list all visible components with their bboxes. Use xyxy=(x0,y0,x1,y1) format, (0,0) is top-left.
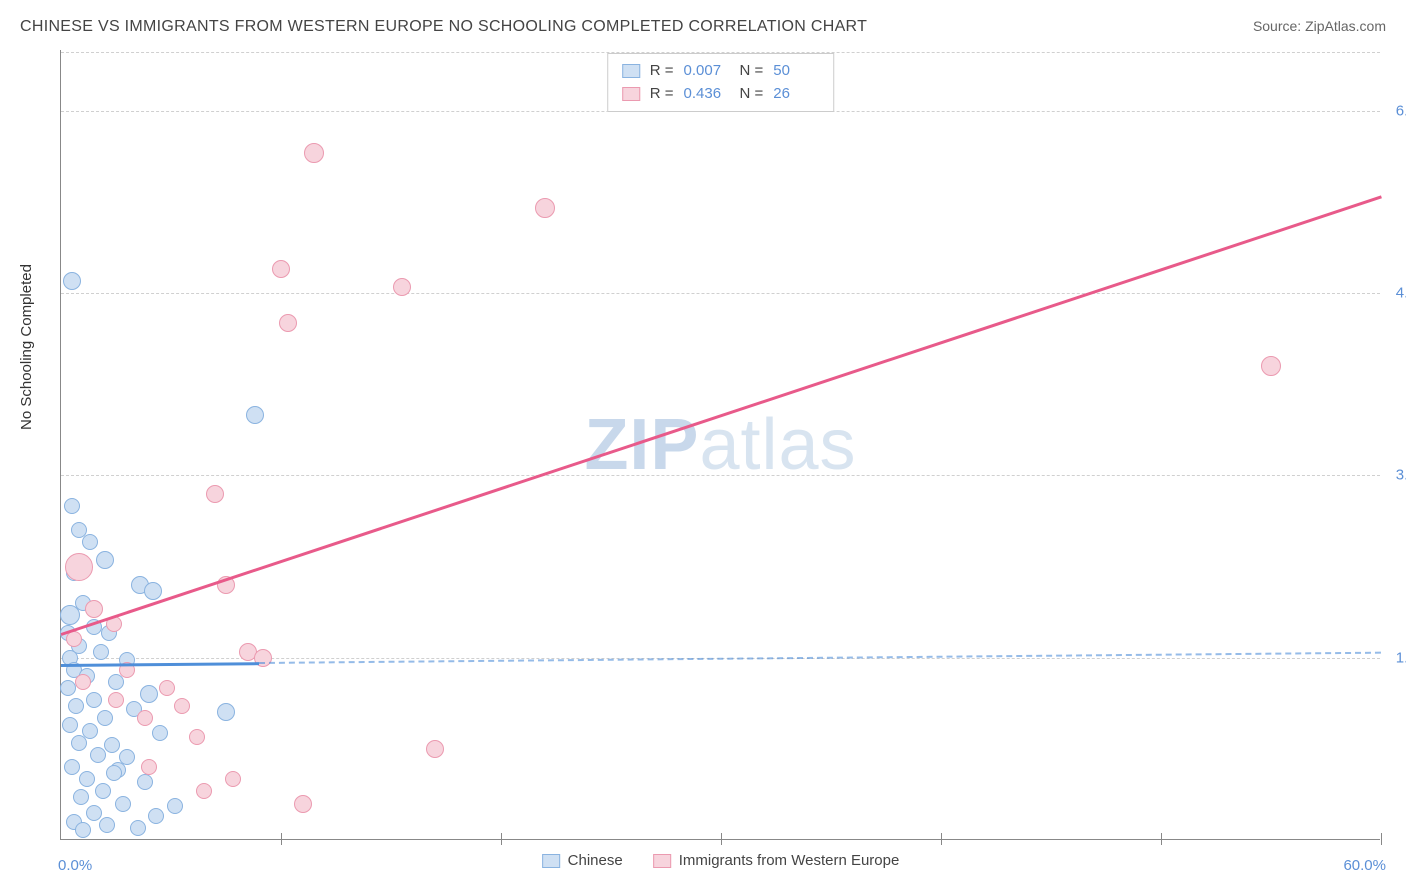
data-point xyxy=(71,735,87,751)
x-origin-label: 0.0% xyxy=(58,857,92,874)
data-point xyxy=(62,717,78,733)
data-point xyxy=(86,805,102,821)
stats-R-label: R = xyxy=(650,83,674,106)
data-point xyxy=(115,796,131,812)
data-point xyxy=(167,798,183,814)
y-tick-label: 1.5% xyxy=(1396,649,1406,666)
data-point xyxy=(93,644,109,660)
data-point xyxy=(73,789,89,805)
chart-source: Source: ZipAtlas.com xyxy=(1253,18,1386,34)
y-axis-label: No Schooling Completed xyxy=(18,264,35,430)
data-point xyxy=(272,260,290,278)
data-point xyxy=(217,703,235,721)
x-tick xyxy=(941,833,942,845)
data-point xyxy=(196,783,212,799)
data-point xyxy=(86,692,102,708)
data-point xyxy=(140,685,158,703)
stats-R-label: R = xyxy=(650,60,674,83)
series-legend: Chinese Immigrants from Western Europe xyxy=(542,852,900,869)
x-tick xyxy=(1161,833,1162,845)
data-point xyxy=(106,765,122,781)
data-point xyxy=(130,820,146,836)
data-point xyxy=(137,710,153,726)
stats-N-value: 50 xyxy=(773,60,819,83)
data-point xyxy=(104,737,120,753)
gridline xyxy=(61,475,1380,476)
legend-swatch xyxy=(542,854,560,868)
data-point xyxy=(225,771,241,787)
chart-header: CHINESE VS IMMIGRANTS FROM WESTERN EUROP… xyxy=(20,18,1386,36)
data-point xyxy=(206,485,224,503)
data-point xyxy=(304,143,324,163)
x-tick xyxy=(281,833,282,845)
data-point xyxy=(189,729,205,745)
legend-label: Immigrants from Western Europe xyxy=(679,852,900,869)
data-point xyxy=(75,822,91,838)
data-point xyxy=(152,725,168,741)
data-point xyxy=(148,808,164,824)
data-point xyxy=(63,272,81,290)
data-point xyxy=(85,600,103,618)
data-point xyxy=(95,783,111,799)
stats-legend-row: R = 0.436 N = 26 xyxy=(622,83,820,106)
legend-swatch xyxy=(653,854,671,868)
data-point xyxy=(294,795,312,813)
y-tick-label: 3.0% xyxy=(1396,467,1406,484)
data-point xyxy=(426,740,444,758)
data-point xyxy=(393,278,411,296)
x-tick xyxy=(721,833,722,845)
data-point xyxy=(96,551,114,569)
data-point xyxy=(75,674,91,690)
data-point xyxy=(90,747,106,763)
chart-plot-area: ZIPatlas 1.5%3.0%4.5%6.0% R =0.007N =50R… xyxy=(60,50,1380,840)
stats-legend-box: R = 0.007 N = 50 R = 0.436 N = 26 xyxy=(607,53,835,112)
regression-line-solid xyxy=(61,662,259,666)
data-point xyxy=(68,698,84,714)
stats-N-label: N = xyxy=(740,60,764,83)
legend-swatch xyxy=(622,87,640,101)
stats-N-label: N = xyxy=(740,83,764,106)
legend-label: Chinese xyxy=(568,852,623,869)
stats-R-value: 0.007 xyxy=(684,60,730,83)
data-point xyxy=(82,534,98,550)
y-tick-label: 6.0% xyxy=(1396,102,1406,119)
data-point xyxy=(97,710,113,726)
data-point xyxy=(60,605,80,625)
chart-title: CHINESE VS IMMIGRANTS FROM WESTERN EUROP… xyxy=(20,18,867,36)
stats-R-value: 0.436 xyxy=(684,83,730,106)
legend-item: Chinese xyxy=(542,852,623,869)
data-point xyxy=(246,406,264,424)
gridline xyxy=(61,293,1380,294)
data-point xyxy=(79,771,95,787)
data-point xyxy=(141,759,157,775)
stats-N-value: 26 xyxy=(773,83,819,106)
y-tick-label: 4.5% xyxy=(1396,285,1406,302)
data-point xyxy=(64,498,80,514)
data-point xyxy=(144,582,162,600)
x-tick xyxy=(501,833,502,845)
data-point xyxy=(535,198,555,218)
data-point xyxy=(174,698,190,714)
data-point xyxy=(108,692,124,708)
data-point xyxy=(64,759,80,775)
data-point xyxy=(137,774,153,790)
x-tick xyxy=(1381,833,1382,845)
data-point xyxy=(99,817,115,833)
data-point xyxy=(60,680,76,696)
stats-legend-row: R = 0.007 N = 50 xyxy=(622,60,820,83)
legend-swatch xyxy=(622,64,640,78)
x-max-label: 60.0% xyxy=(1343,857,1386,874)
legend-item: Immigrants from Western Europe xyxy=(653,852,900,869)
data-point xyxy=(159,680,175,696)
data-point xyxy=(1261,356,1281,376)
data-point xyxy=(279,314,297,332)
data-point xyxy=(66,631,82,647)
data-point xyxy=(65,553,93,581)
